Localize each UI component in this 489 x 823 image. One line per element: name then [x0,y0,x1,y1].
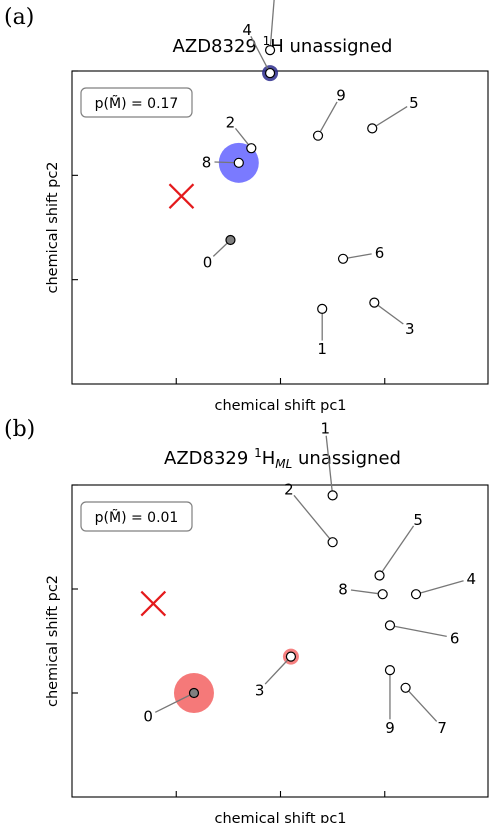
panel-a: (a) AZD8329 1H unassigned chemical shift p… [4,0,488,414]
data-point [368,124,377,133]
leader-line [348,254,372,258]
data-point [314,131,323,140]
leader-line [213,243,227,256]
leader-line [214,162,233,163]
data-point [266,46,275,55]
point-label: 2 [226,114,236,132]
x-axis-label: chemical shift pc1 [214,811,346,823]
point-label: 0 [143,707,153,725]
leader-line [395,626,447,636]
leader-line [235,128,248,144]
point-label: 6 [450,629,460,647]
data-point [226,236,235,245]
data-point [370,298,379,307]
point-label: 4 [467,570,477,588]
leader-line [421,581,464,593]
title-superscript: 1 [254,446,262,460]
data-point [234,158,243,167]
point-label: 1 [321,419,331,437]
title-compound: AZD8329 [164,448,254,469]
title-nucleus: H [262,448,276,469]
point-label: 5 [409,94,419,112]
title-subscript: ML [275,457,292,471]
data-point [375,571,384,580]
y-axis-label: chemical shift pc2 [45,575,61,707]
leader-line [320,102,337,131]
point-label: 1 [317,340,327,358]
data-point [385,666,394,675]
leader-line [382,526,413,571]
point-label: 4 [242,21,252,39]
data-point [385,621,394,630]
plot-frame [72,485,488,797]
chart-title: AZD8329 1H unassigned [173,34,393,57]
title-tail: unassigned [292,448,401,469]
data-point [286,652,295,661]
point-label: 3 [405,320,415,338]
leader-line [409,691,437,721]
y-axis-label: chemical shift pc2 [45,161,61,293]
data-point [328,538,337,547]
leader-line [378,306,403,324]
leader-line [351,590,378,594]
panel-letter: (b) [4,417,35,442]
point-label: 8 [202,153,212,171]
plot-frame [72,71,488,384]
chart-title: AZD8329 1HML unassigned [164,446,401,471]
data-point [318,304,327,313]
point-label: 0 [203,253,213,271]
point-label: 7 [437,719,447,737]
panel-letter: (a) [4,5,34,30]
leader-line [294,495,330,538]
data-point [412,590,421,599]
data-point [247,144,256,153]
point-label: 9 [336,86,346,104]
point-label: 9 [385,719,395,737]
point-label: 5 [413,511,423,529]
data-point [401,683,410,692]
data-point [378,590,387,599]
probability-annotation: p(M̃) = 0.01 [95,509,179,526]
data-point [328,491,337,500]
data-point [266,69,275,78]
x-axis-label: chemical shift pc1 [214,398,346,414]
point-label: 3 [255,681,265,699]
data-point [189,689,198,698]
point-label: 2 [284,481,294,499]
leader-line [265,660,287,684]
leader-line [376,107,407,126]
point-label: 6 [375,244,385,262]
title-compound: AZD8329 [173,36,263,57]
probability-annotation: p(M̃) = 0.17 [95,95,179,112]
point-label: 8 [338,581,348,599]
data-point [339,254,348,263]
title-tail: unassigned [284,36,393,57]
